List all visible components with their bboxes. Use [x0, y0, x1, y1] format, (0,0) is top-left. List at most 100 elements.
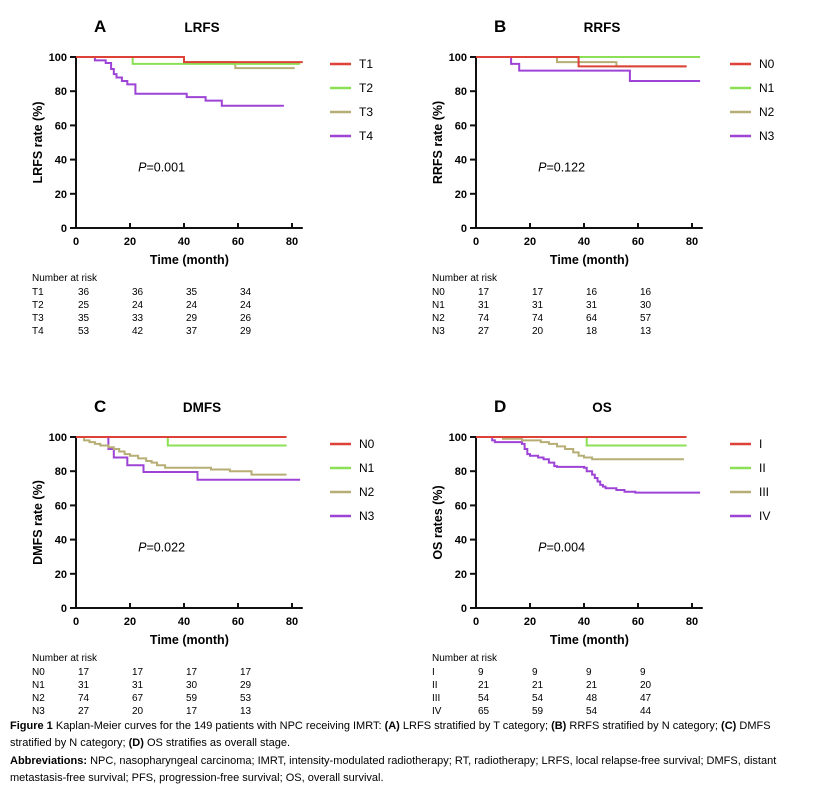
risk-value: 59 — [186, 693, 198, 704]
risk-row-label: T2 — [32, 300, 44, 311]
x-tick-label: 60 — [632, 236, 644, 248]
caption-segment: Kaplan-Meier curves for the 149 patients… — [52, 720, 385, 732]
risk-value: 29 — [186, 313, 198, 324]
risk-row-label: I — [432, 667, 435, 678]
x-tick-label: 40 — [578, 616, 590, 628]
y-axis-label: DMFS rate (%) — [31, 480, 45, 565]
p-value-text: =0.022 — [146, 541, 185, 555]
y-tick-label: 80 — [455, 466, 467, 478]
risk-value: 17 — [186, 667, 198, 678]
risk-table-title: Number at risk — [32, 653, 98, 664]
risk-value: 31 — [586, 300, 598, 311]
panel-b-rrfs: B RRFS 0 20 40 60 80 100 0 20 40 60 80 Time (month) RR… — [431, 17, 775, 337]
legend-label-T4: T4 — [359, 129, 373, 143]
panel-title: OS — [592, 400, 612, 415]
risk-value: 30 — [640, 300, 652, 311]
legend-label-N0: N0 — [359, 437, 375, 451]
risk-table-title: Number at risk — [432, 273, 498, 284]
risk-value: 53 — [240, 693, 252, 704]
panel-c-dmfs: C DMFS 0 20 40 60 80 100 0 20 40 60 80 Time (month) DM… — [31, 397, 375, 717]
legend-label-T2: T2 — [359, 81, 373, 95]
y-axis-label: RRFS rate (%) — [431, 101, 445, 184]
risk-row-label: IV — [432, 706, 442, 717]
risk-value: 42 — [132, 326, 144, 337]
risk-value: 9 — [640, 667, 646, 678]
y-tick-label: 40 — [55, 535, 67, 547]
y-tick-label: 40 — [455, 155, 467, 167]
x-tick-label: 80 — [286, 616, 298, 628]
risk-value: 54 — [478, 693, 490, 704]
km-curve-III — [476, 436, 684, 461]
risk-row-label: N2 — [432, 313, 445, 324]
risk-table-title: Number at risk — [432, 653, 498, 664]
x-tick-label: 40 — [578, 236, 590, 248]
p-value-label: P=0.001 — [138, 161, 185, 175]
risk-value: 59 — [532, 706, 544, 717]
risk-value: 65 — [478, 706, 490, 717]
x-axis-label: Time (month) — [150, 253, 229, 267]
legend-label-T1: T1 — [359, 57, 373, 71]
legend-label-N0: N0 — [759, 57, 775, 71]
y-tick-label: 100 — [449, 432, 467, 444]
panel-title: RRFS — [584, 20, 621, 35]
risk-value: 74 — [532, 313, 544, 324]
risk-value: 47 — [640, 693, 652, 704]
y-tick-label: 20 — [55, 189, 67, 201]
p-value-text: =0.001 — [146, 161, 185, 175]
x-tick-label: 80 — [686, 616, 698, 628]
risk-row-label: II — [432, 680, 438, 691]
risk-value: 27 — [478, 326, 490, 337]
caption-segment: Figure 1 — [10, 720, 53, 732]
risk-value: 74 — [78, 693, 90, 704]
y-tick-label: 100 — [49, 52, 67, 64]
figure-caption: Figure 1 Kaplan-Meier curves for the 149… — [10, 718, 810, 788]
risk-value: 18 — [586, 326, 598, 337]
legend-label-I: I — [759, 437, 762, 451]
x-tick-label: 80 — [286, 236, 298, 248]
panel-d-os: D OS 0 20 40 60 80 100 0 20 40 60 80 Time (month) OS r… — [431, 397, 770, 717]
risk-value: 54 — [586, 706, 598, 717]
risk-value: 35 — [78, 313, 90, 324]
km-curve-T4 — [76, 56, 284, 107]
risk-value: 17 — [78, 667, 90, 678]
risk-row-label: N0 — [32, 667, 45, 678]
legend-label-II: II — [759, 461, 766, 475]
risk-value: 20 — [532, 326, 544, 337]
y-tick-label: 60 — [55, 500, 67, 512]
x-tick-label: 60 — [232, 616, 244, 628]
risk-row-label: N0 — [432, 287, 445, 298]
legend-label-N3: N3 — [359, 509, 375, 523]
risk-value: 20 — [640, 680, 652, 691]
y-tick-label: 20 — [55, 569, 67, 581]
y-tick-label: 80 — [55, 86, 67, 98]
risk-value: 29 — [240, 680, 252, 691]
risk-value: 53 — [78, 326, 90, 337]
caption-segment: Abbreviations: — [10, 755, 88, 767]
x-tick-label: 0 — [473, 616, 479, 628]
risk-row-label: N3 — [432, 326, 445, 337]
risk-row-label: N3 — [32, 706, 45, 717]
risk-value: 21 — [586, 680, 598, 691]
caption-segment: (B) — [551, 720, 567, 732]
risk-value: 36 — [78, 287, 90, 298]
risk-value: 36 — [132, 287, 144, 298]
risk-row-label: N1 — [432, 300, 445, 311]
risk-value: 9 — [478, 667, 484, 678]
risk-value: 9 — [586, 667, 592, 678]
risk-value: 24 — [240, 300, 252, 311]
x-tick-label: 40 — [178, 236, 190, 248]
y-tick-label: 40 — [55, 155, 67, 167]
x-tick-label: 60 — [232, 236, 244, 248]
legend-label-N2: N2 — [759, 105, 775, 119]
y-tick-label: 60 — [455, 500, 467, 512]
risk-value: 67 — [132, 693, 144, 704]
legend-label-N1: N1 — [759, 81, 775, 95]
x-tick-label: 20 — [524, 236, 536, 248]
plot-axis — [75, 57, 303, 229]
x-tick-label: 80 — [686, 236, 698, 248]
caption-segment: NPC, nasopharyngeal carcinoma; IMRT, int… — [10, 755, 777, 784]
y-axis-label: LRFS rate (%) — [31, 102, 45, 184]
km-curve-T1 — [76, 56, 303, 64]
risk-row-label: III — [432, 693, 440, 704]
